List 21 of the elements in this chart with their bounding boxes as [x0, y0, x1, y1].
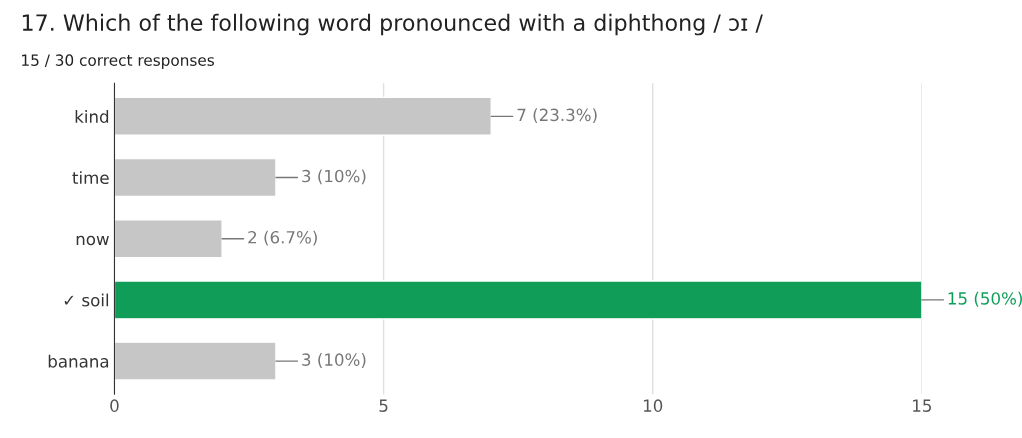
bar — [114, 157, 277, 198]
x-tick-label: 0 — [110, 399, 119, 412]
bar — [114, 341, 277, 381]
bar — [114, 219, 223, 259]
bar — [114, 280, 922, 320]
y-tick-label: banana — [48, 354, 109, 368]
data-label: 15 (50%) — [948, 291, 1022, 307]
data-label: 2 (6.7%) — [248, 230, 317, 246]
chart-subtitle: 15 / 30 correct responses — [22, 54, 214, 69]
y-tick-label: kind — [75, 109, 109, 123]
data-label: 3 (10%) — [302, 169, 366, 185]
y-tick-label: time — [72, 171, 109, 185]
data-label: 3 (10%) — [302, 353, 366, 368]
x-tick-label: 5 — [379, 399, 388, 412]
y-tick-label: ✓ soil — [64, 293, 109, 307]
data-label: 7 (23.3%) — [517, 108, 597, 124]
x-tick-label: 10 — [643, 399, 663, 412]
y-tick-label: now — [76, 235, 109, 246]
x-tick-label: 15 — [913, 399, 931, 412]
bar — [114, 96, 492, 136]
chart-title: 17. Which of the following word pronounced with a diphthong / ɔɪ / — [22, 13, 763, 36]
